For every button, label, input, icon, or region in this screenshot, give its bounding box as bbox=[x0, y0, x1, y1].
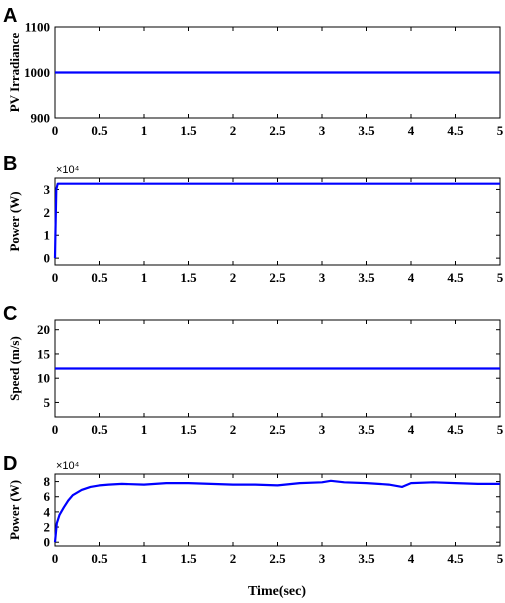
panel-label-d: D bbox=[3, 453, 17, 475]
x-tick-label-d: 3 bbox=[319, 551, 326, 566]
y-axis-label-d: Power (W) bbox=[7, 480, 22, 540]
plot-frame-b bbox=[54, 177, 501, 266]
panel-label-c: C bbox=[3, 303, 17, 325]
x-tick-label-b: 0.5 bbox=[91, 270, 108, 285]
y-multiplier-d: ×10⁴ bbox=[56, 460, 80, 472]
x-tick-label-a: 0 bbox=[52, 123, 59, 138]
x-tick-label-a: 4 bbox=[408, 123, 415, 138]
x-tick-label-b: 4 bbox=[408, 270, 415, 285]
x-tick-label-a: 4.5 bbox=[447, 123, 464, 138]
x-tick-label-c: 3 bbox=[319, 422, 326, 437]
x-tick-label-d: 2 bbox=[230, 551, 237, 566]
x-tick-label-b: 3 bbox=[319, 270, 326, 285]
y-tick-label-c: 20 bbox=[37, 322, 50, 337]
x-tick-label-c: 1.5 bbox=[180, 422, 197, 437]
x-tick-label-d: 5 bbox=[497, 551, 504, 566]
y-axis-label-b: Power (W) bbox=[7, 191, 22, 251]
x-tick-label-c: 0.5 bbox=[91, 422, 108, 437]
x-tick-label-a: 2.5 bbox=[269, 123, 286, 138]
series-line-b bbox=[53, 182, 500, 259]
y-tick-label-d: 2 bbox=[44, 520, 51, 535]
y-tick-label-b: 1 bbox=[44, 228, 51, 243]
x-tick-label-c: 0 bbox=[52, 422, 59, 437]
panel-label-b: B bbox=[3, 153, 17, 175]
y-axis-label-a: PV Irradiance bbox=[7, 32, 22, 112]
y-tick-label-c: 10 bbox=[37, 371, 50, 386]
y-tick-label-d: 8 bbox=[44, 474, 51, 489]
y-tick-label-b: 3 bbox=[44, 182, 51, 197]
x-tick-label-c: 2 bbox=[230, 422, 237, 437]
y-tick-label-a: 900 bbox=[31, 111, 51, 126]
y-axis-label-c: Speed (m/s) bbox=[7, 336, 22, 401]
series-line-d bbox=[53, 479, 500, 543]
x-tick-label-a: 1 bbox=[141, 123, 148, 138]
x-tick-label-a: 2 bbox=[230, 123, 237, 138]
y-tick-label-d: 4 bbox=[44, 504, 51, 519]
x-tick-label-c: 5 bbox=[497, 422, 504, 437]
x-tick-label-c: 4.5 bbox=[447, 422, 464, 437]
y-tick-label-c: 15 bbox=[37, 346, 51, 361]
y-tick-label-c: 5 bbox=[44, 395, 51, 410]
x-tick-label-d: 3.5 bbox=[358, 551, 375, 566]
x-tick-label-b: 4.5 bbox=[447, 270, 464, 285]
x-tick-label-d: 1.5 bbox=[180, 551, 197, 566]
x-tick-label-b: 5 bbox=[497, 270, 504, 285]
x-tick-label-b: 3.5 bbox=[358, 270, 375, 285]
x-tick-label-c: 3.5 bbox=[358, 422, 375, 437]
y-tick-label-a: 1000 bbox=[24, 65, 50, 80]
x-tick-label-b: 1 bbox=[141, 270, 148, 285]
panel-label-a: A bbox=[3, 5, 17, 27]
y-tick-label-d: 6 bbox=[44, 489, 51, 504]
x-tick-label-b: 1.5 bbox=[180, 270, 197, 285]
x-tick-label-c: 1 bbox=[141, 422, 148, 437]
x-tick-label-c: 4 bbox=[408, 422, 415, 437]
x-tick-label-a: 1.5 bbox=[180, 123, 197, 138]
y-tick-label-d: 0 bbox=[44, 535, 51, 550]
y-tick-label-b: 2 bbox=[44, 205, 51, 220]
x-tick-label-b: 2 bbox=[230, 270, 237, 285]
y-multiplier-b: ×10⁴ bbox=[56, 164, 80, 176]
x-tick-label-a: 3 bbox=[319, 123, 326, 138]
x-tick-label-d: 2.5 bbox=[269, 551, 286, 566]
x-tick-label-d: 4.5 bbox=[447, 551, 464, 566]
x-tick-label-d: 0 bbox=[52, 551, 59, 566]
x-axis-title: Time(sec) bbox=[248, 584, 306, 599]
x-tick-label-d: 0.5 bbox=[91, 551, 108, 566]
x-tick-label-d: 4 bbox=[408, 551, 415, 566]
x-tick-label-b: 2.5 bbox=[269, 270, 286, 285]
x-tick-label-d: 1 bbox=[141, 551, 148, 566]
y-tick-label-b: 0 bbox=[44, 251, 51, 266]
x-tick-label-a: 3.5 bbox=[358, 123, 375, 138]
x-tick-label-b: 0 bbox=[52, 270, 59, 285]
x-tick-label-c: 2.5 bbox=[269, 422, 286, 437]
y-tick-label-a: 1100 bbox=[25, 20, 50, 35]
x-tick-label-a: 0.5 bbox=[91, 123, 108, 138]
x-tick-label-a: 5 bbox=[497, 123, 504, 138]
